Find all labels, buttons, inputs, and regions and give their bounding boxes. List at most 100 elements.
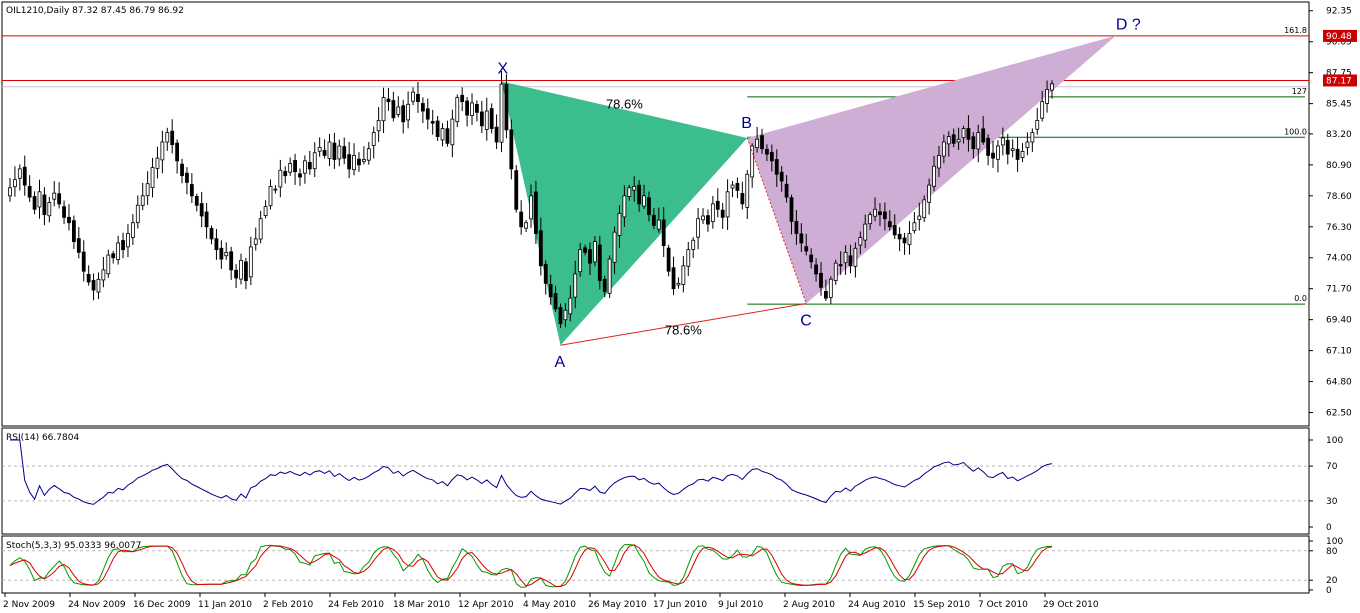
candle-body <box>484 110 489 130</box>
price-tick-label: 87.75 <box>1326 69 1352 79</box>
candle-body <box>303 160 307 174</box>
candle-body <box>342 146 347 159</box>
candle-body <box>529 195 533 220</box>
candle-body <box>779 171 784 182</box>
candle-body <box>1030 132 1035 143</box>
candle-body <box>691 239 696 250</box>
candle-body <box>838 264 843 267</box>
stoch-label: Stoch(5,3,3) 95.0333 96.0077 <box>6 541 141 551</box>
date-tick-label: 11 Jan 2010 <box>198 600 252 610</box>
price-tag <box>1323 74 1357 87</box>
candle-body <box>420 103 425 112</box>
candles <box>8 70 1054 329</box>
candle-body <box>868 214 873 225</box>
candle-body <box>755 138 759 149</box>
candle-body <box>121 240 125 251</box>
candle-body <box>524 222 528 229</box>
stoch-main-line <box>9 543 1053 588</box>
candle-body <box>1050 83 1054 91</box>
candle-body <box>445 128 450 144</box>
candle-body <box>52 192 57 200</box>
candle-body <box>17 168 22 179</box>
candle-body <box>671 267 676 290</box>
candle-body <box>376 120 381 132</box>
ac-ratio-label: 78.6% <box>665 322 702 337</box>
stoch-pane[interactable] <box>1 535 1310 594</box>
candle-body <box>416 94 420 103</box>
price-tick-label: 67.10 <box>1326 347 1352 357</box>
candle-body <box>1005 139 1010 155</box>
stoch-tick-label: 20 <box>1326 576 1338 586</box>
candle-body <box>22 166 27 186</box>
price-tick-label: 71.70 <box>1326 285 1352 295</box>
date-tick-label: 2 Feb 2010 <box>263 600 314 610</box>
candle-body <box>396 106 401 115</box>
candle-body <box>509 129 514 170</box>
candle-body <box>784 183 789 198</box>
candle-body <box>253 238 258 245</box>
fib-labels: 161.8 127 100.0 0.0 <box>1284 26 1307 303</box>
pattern-point-a: A <box>554 354 565 371</box>
candle-body <box>101 269 106 281</box>
candle-body <box>966 128 971 140</box>
candle-body <box>946 136 951 145</box>
rsi-line <box>10 439 1053 505</box>
candle-body <box>145 183 150 197</box>
candle-body <box>701 215 705 221</box>
candle-body <box>224 251 229 257</box>
date-tick-label: 12 Apr 2010 <box>458 600 514 610</box>
candle-body <box>651 214 656 226</box>
date-tick-label: 4 May 2010 <box>523 600 576 610</box>
candle-body <box>219 247 224 260</box>
stoch-tick-label: 0 <box>1326 586 1332 596</box>
candle-body <box>62 206 66 218</box>
price-tag <box>1323 29 1357 42</box>
candle-body <box>317 146 322 152</box>
candle-body <box>897 233 902 240</box>
candle-body <box>833 262 838 281</box>
candle-body <box>558 307 563 325</box>
candle-body <box>475 104 479 113</box>
candle-body <box>666 247 671 272</box>
candle-body <box>607 258 612 294</box>
rsi-pane[interactable] <box>1 427 1310 535</box>
candle-body <box>489 108 494 129</box>
price-tick-label: 92.35 <box>1326 7 1352 17</box>
candle-body <box>514 170 519 210</box>
rsi-label: RSI(14) 66.7804 <box>6 433 79 443</box>
candle-body <box>32 196 37 210</box>
price-tick-label: 62.50 <box>1326 409 1352 419</box>
candle-body <box>160 141 165 161</box>
candle-body <box>676 282 681 286</box>
candle-body <box>681 265 686 285</box>
candle-body <box>1040 101 1045 119</box>
price-tick-label: 78.60 <box>1326 192 1352 202</box>
stoch-signal-line <box>9 544 1053 588</box>
xb-ratio-label: 78.6% <box>606 97 643 112</box>
candle-body <box>1000 137 1005 146</box>
candle-body <box>912 222 917 232</box>
candle-body <box>538 230 543 267</box>
candle-body <box>371 132 376 146</box>
candle-body <box>706 215 710 225</box>
candle-body <box>961 128 966 138</box>
candle-body <box>892 225 897 236</box>
candle-body <box>366 148 371 161</box>
date-tick-label: 15 Sep 2010 <box>913 600 970 610</box>
candle-body <box>725 191 730 218</box>
date-tick-label: 2 Nov 2009 <box>3 600 55 610</box>
candle-body <box>794 220 799 234</box>
pattern-point-c: C <box>800 313 812 330</box>
candle-body <box>322 149 327 156</box>
candle-body <box>981 128 986 143</box>
candle-body <box>76 238 81 253</box>
candle-body <box>352 155 356 171</box>
candle-body <box>735 182 740 191</box>
candle-body <box>494 126 499 143</box>
candle-body <box>996 145 1000 160</box>
candle-body <box>288 163 293 173</box>
candle-body <box>686 249 691 267</box>
candle-body <box>809 254 814 263</box>
candle-body <box>573 273 578 298</box>
